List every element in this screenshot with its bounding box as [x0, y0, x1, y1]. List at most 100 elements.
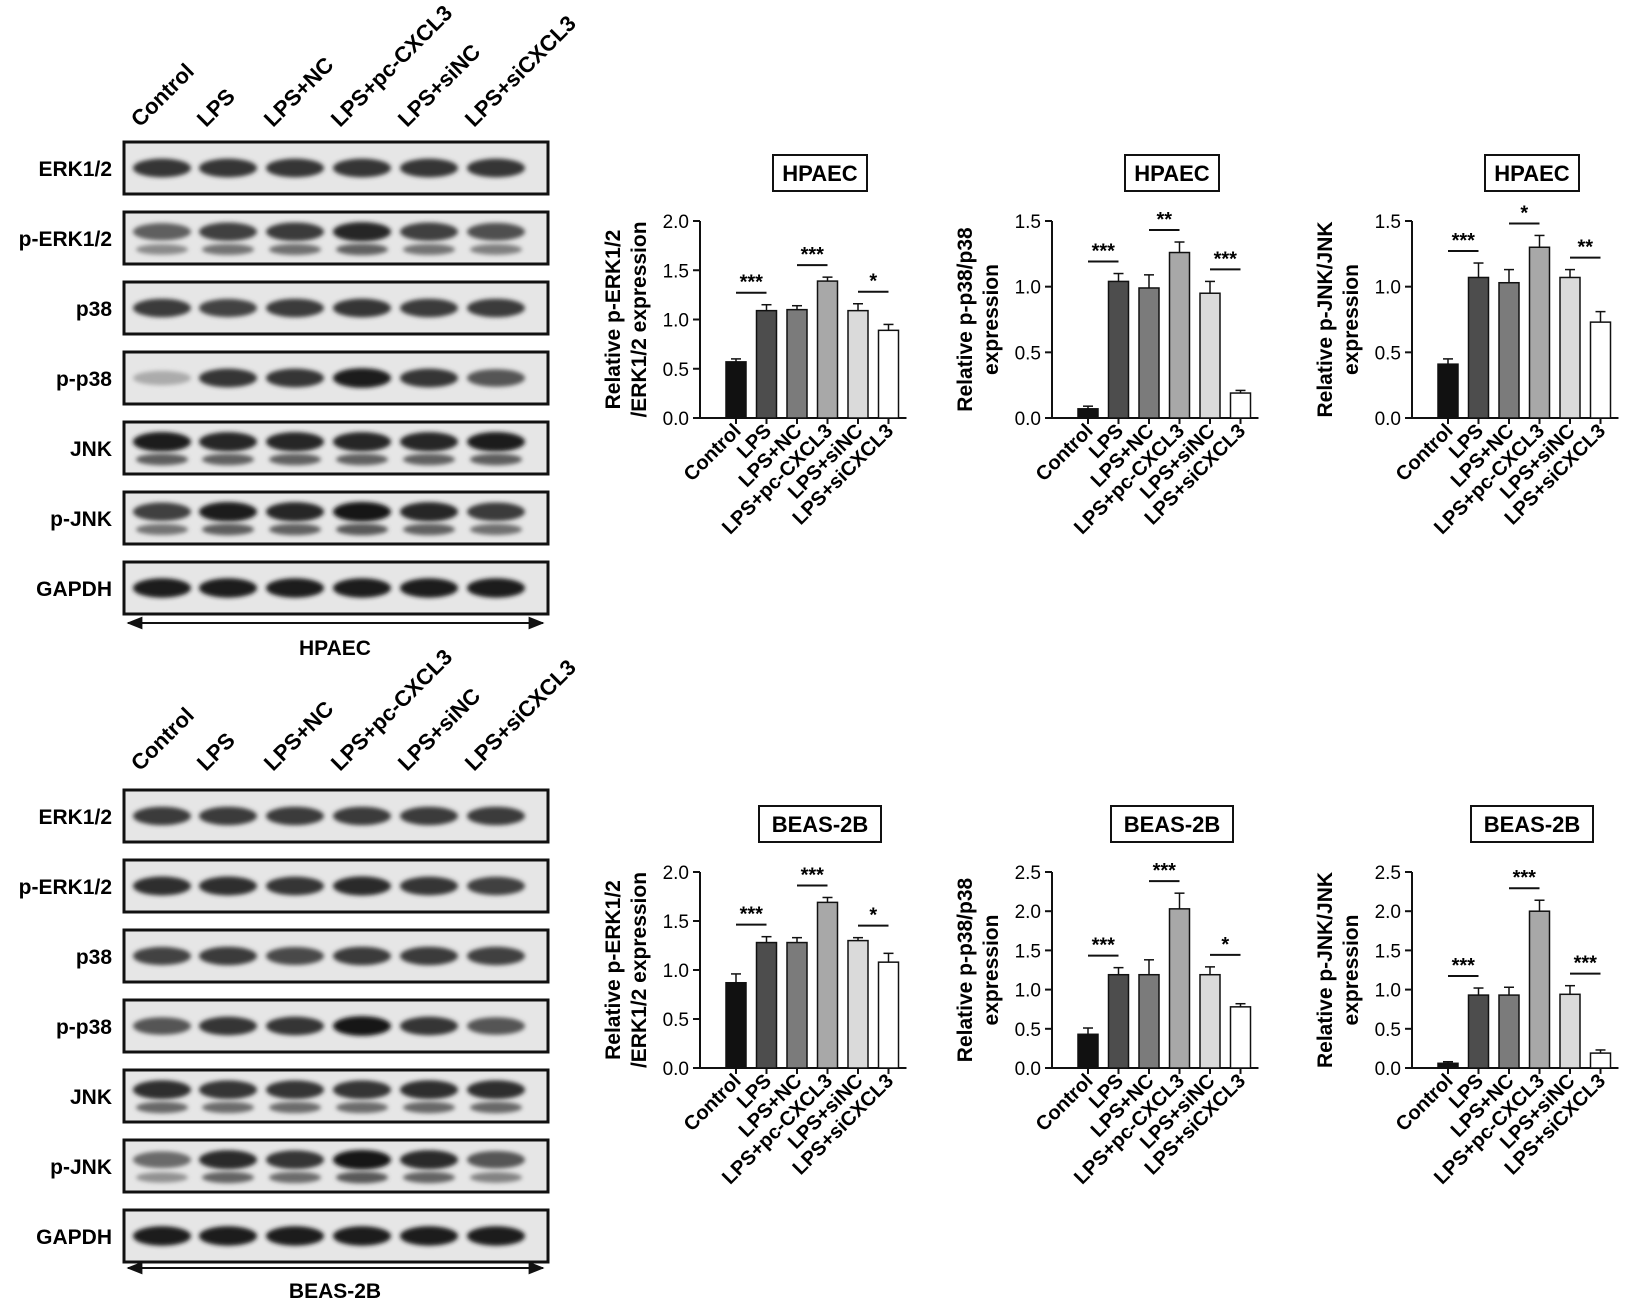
- bar-chart: BEAS-2B Relative p-ERK1/2/ERK1/2 expressi…: [602, 805, 907, 1189]
- protein-label: p-p38: [56, 1016, 112, 1039]
- band: [202, 1171, 254, 1184]
- band: [199, 578, 257, 598]
- y-tick-label: 1.0: [1375, 278, 1401, 299]
- band: [467, 806, 525, 826]
- y-tick-label: 2.5: [1375, 863, 1401, 884]
- band: [133, 158, 191, 178]
- band: [266, 806, 324, 826]
- y-tick-label: 1.0: [1015, 278, 1041, 299]
- bar: [786, 941, 808, 1069]
- band: [467, 158, 525, 178]
- band: [136, 244, 188, 255]
- bar-chart: BEAS-2B Relative p-p38/p38 expression 0.0 0.…: [954, 805, 1259, 1189]
- y-tick-label: 2.0: [663, 212, 689, 233]
- significance-label: ***: [1092, 241, 1116, 263]
- y-tick-label: 1.0: [1375, 981, 1401, 1002]
- band: [199, 158, 257, 178]
- y-tick-label: 0.5: [1375, 343, 1401, 364]
- bar: [1498, 281, 1520, 419]
- band: [333, 222, 391, 242]
- band: [133, 1151, 191, 1169]
- bar-chart: HPAEC Relative p-ERK1/2/ERK1/2 expression…: [602, 154, 907, 539]
- blot-row: GAPDH: [36, 1208, 550, 1264]
- band: [266, 222, 324, 242]
- bar: [1437, 363, 1459, 419]
- band: [333, 501, 391, 522]
- significance-label: ***: [1153, 860, 1177, 882]
- bar: [1229, 392, 1252, 419]
- bar: [755, 941, 778, 1069]
- band: [400, 806, 458, 826]
- band: [133, 502, 191, 521]
- band: [400, 1080, 458, 1100]
- band: [333, 1080, 391, 1100]
- band: [266, 368, 324, 388]
- band: [403, 1171, 455, 1184]
- band: [336, 1171, 388, 1184]
- y-axis-label: expression: [1340, 915, 1363, 1026]
- band: [467, 369, 525, 387]
- y-axis-label: expression: [980, 915, 1003, 1026]
- chart-title-box: [1124, 154, 1220, 192]
- band: [269, 453, 321, 466]
- band: [266, 947, 324, 965]
- band: [333, 298, 391, 318]
- bar: [1077, 408, 1099, 419]
- band: [266, 502, 324, 522]
- y-tick-label: 1.5: [663, 261, 689, 282]
- y-tick-label: 1.0: [663, 961, 689, 982]
- y-tick-label: 0.0: [1015, 409, 1041, 430]
- bar: [1077, 1033, 1099, 1069]
- band: [467, 431, 525, 452]
- band: [467, 876, 525, 896]
- protein-label: GAPDH: [36, 1226, 112, 1249]
- y-axis-label: Relative p-p38/p38: [954, 227, 977, 412]
- bar: [1559, 276, 1581, 419]
- blot-row: p-p38: [56, 998, 550, 1054]
- blot-row: p38: [76, 280, 550, 336]
- y-axis-label: expression: [980, 264, 1003, 375]
- significance-label: ***: [1452, 230, 1476, 252]
- blot-frame: [122, 1138, 550, 1194]
- y-tick-label: 0.5: [663, 360, 689, 381]
- significance-label: ***: [740, 904, 764, 926]
- band: [136, 1101, 188, 1114]
- band: [266, 578, 324, 598]
- bar: [1229, 1006, 1252, 1069]
- protein-label: p-JNK: [50, 1156, 112, 1179]
- y-axis-label: Relative p-ERK1/2: [602, 880, 625, 1060]
- band: [199, 806, 257, 826]
- protein-label: p-p38: [56, 368, 112, 391]
- band: [470, 1172, 522, 1183]
- significance-label: **: [1577, 237, 1593, 259]
- band: [266, 298, 324, 318]
- band: [266, 1016, 324, 1036]
- bar: [847, 309, 869, 419]
- band: [266, 876, 324, 896]
- band: [133, 370, 191, 386]
- y-axis-label: /ERK1/2 expression: [628, 221, 651, 417]
- protein-label: JNK: [70, 438, 112, 461]
- significance-label: ***: [740, 272, 764, 294]
- y-axis-label: Relative p-p38/p38: [954, 877, 977, 1062]
- band: [467, 502, 525, 522]
- bar: [1589, 321, 1612, 419]
- band: [333, 578, 391, 598]
- band: [269, 1171, 321, 1184]
- band: [470, 453, 522, 466]
- band: [133, 298, 191, 318]
- band: [400, 578, 458, 598]
- band: [202, 243, 254, 256]
- y-tick-label: 2.0: [663, 863, 689, 884]
- lane-label: LPS: [192, 728, 240, 776]
- band: [333, 806, 391, 826]
- y-tick-label: 2.0: [1015, 902, 1041, 923]
- blot-row: ERK1/2: [38, 788, 550, 844]
- y-axis-label: expression: [1340, 264, 1363, 375]
- y-axis-label: Relative p-ERK1/2: [602, 230, 625, 410]
- band: [400, 222, 458, 241]
- band: [467, 1150, 525, 1169]
- chart-title-box: [1110, 805, 1234, 843]
